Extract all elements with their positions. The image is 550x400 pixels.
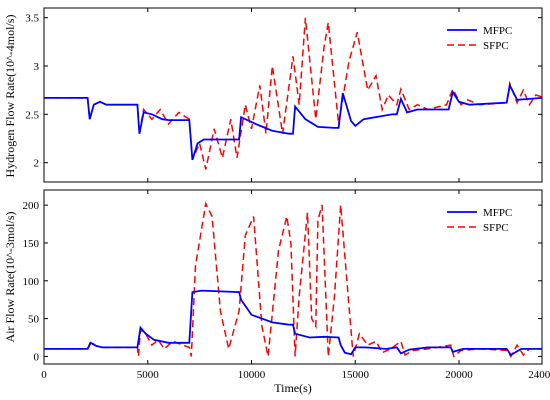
legend-label-sfpc: SFPC xyxy=(483,222,509,234)
y-tick-label: 100 xyxy=(23,276,40,288)
series-line-mfpc xyxy=(44,82,542,161)
series-line-mfpc xyxy=(44,289,542,357)
legend-label-mfpc: MFPC xyxy=(483,207,512,219)
plot-frame xyxy=(43,189,543,365)
x-tick-label: 10000 xyxy=(238,369,266,381)
y-tick-label: 0 xyxy=(34,351,40,363)
y-tick-label: 2 xyxy=(34,158,40,170)
legend-label-mfpc: MFPC xyxy=(483,25,512,37)
y-tick-label: 2.5 xyxy=(25,109,39,121)
hydrogen-flow-panel: 2 2.5 3 3.5 Hydrogen Flow Rate(10^-4mol/s) MF… xyxy=(3,7,543,183)
x-tick-label: 0 xyxy=(41,369,47,381)
y-axis-title: Air Flow Rate(10^-3mol/s) xyxy=(3,212,17,343)
legend-label-sfpc: SFPC xyxy=(483,40,509,52)
series-line-sfpc xyxy=(44,17,542,170)
y-tick-label: 3.5 xyxy=(25,13,39,25)
y-tick-label: 150 xyxy=(23,238,40,250)
series-line-sfpc xyxy=(44,201,542,358)
y-tick-label: 200 xyxy=(23,200,40,212)
x-tick-label: 15000 xyxy=(342,369,370,381)
y-axis-title: Hydrogen Flow Rate(10^-4mol/s) xyxy=(3,15,17,178)
plot-frame xyxy=(43,7,543,183)
y-tick-label: 50 xyxy=(28,314,40,326)
x-tick-label: 5000 xyxy=(137,369,160,381)
x-axis-title: Time(s) xyxy=(274,381,312,395)
x-axis-title-group: Time(s) xyxy=(274,381,312,395)
x-tick-label: 20000 xyxy=(445,369,473,381)
y-tick-label: 3 xyxy=(34,61,40,73)
